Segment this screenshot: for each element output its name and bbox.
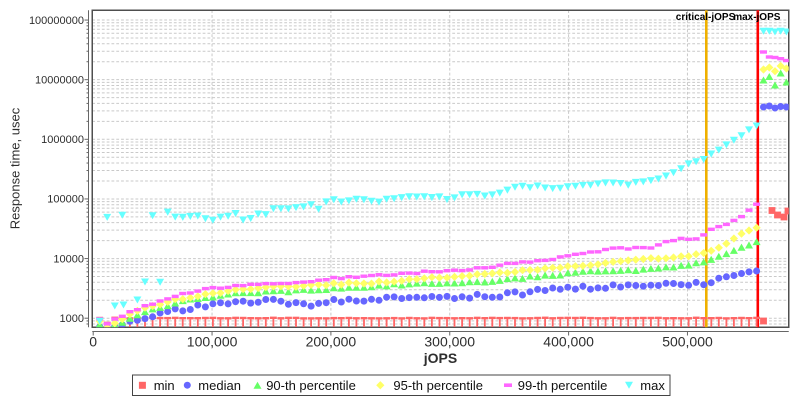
svg-text:1000: 1000 xyxy=(60,313,84,325)
svg-text:min: min xyxy=(154,378,175,393)
svg-text:95-th percentile: 95-th percentile xyxy=(393,378,483,393)
svg-text:100,000: 100,000 xyxy=(187,334,238,350)
svg-text:max-jOPS: max-jOPS xyxy=(733,12,781,23)
svg-text:1000000: 1000000 xyxy=(41,134,84,146)
svg-text:500,000: 500,000 xyxy=(662,334,713,350)
svg-text:jOPS: jOPS xyxy=(423,350,457,366)
svg-text:critical-jOPS: critical-jOPS xyxy=(676,12,736,23)
svg-text:10000000: 10000000 xyxy=(35,75,84,87)
svg-text:400,000: 400,000 xyxy=(543,334,594,350)
svg-text:median: median xyxy=(198,378,241,393)
svg-text:100000: 100000 xyxy=(47,194,84,206)
svg-text:10000: 10000 xyxy=(53,253,84,265)
svg-text:200,000: 200,000 xyxy=(306,334,357,350)
svg-text:90-th percentile: 90-th percentile xyxy=(266,378,356,393)
svg-text:Response time, usec: Response time, usec xyxy=(8,107,23,229)
svg-text:99-th percentile: 99-th percentile xyxy=(518,378,608,393)
svg-text:100000000: 100000000 xyxy=(29,15,84,27)
svg-text:0: 0 xyxy=(89,334,97,350)
svg-text:max: max xyxy=(640,378,665,393)
svg-text:300,000: 300,000 xyxy=(424,334,475,350)
